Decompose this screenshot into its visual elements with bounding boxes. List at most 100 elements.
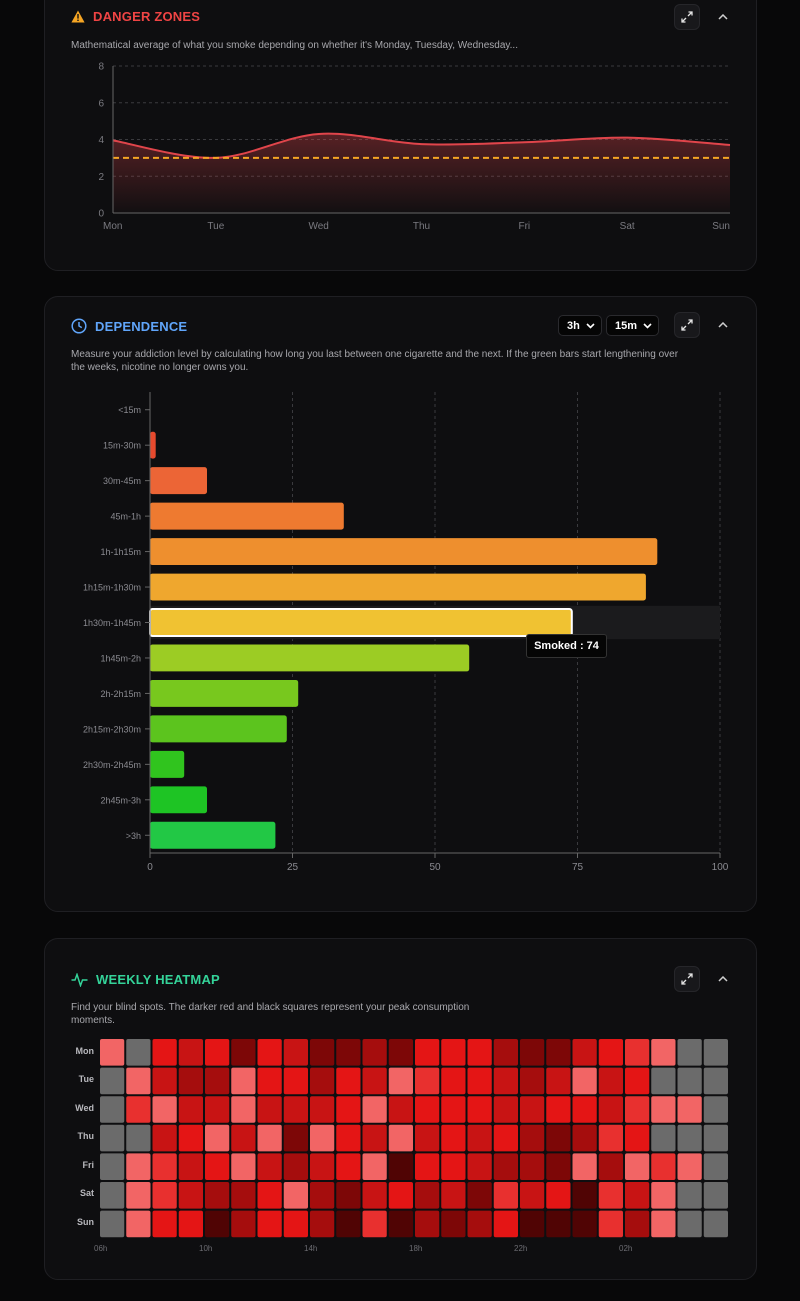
heatmap-cell bbox=[441, 1153, 466, 1180]
heatmap-cell bbox=[546, 1096, 571, 1123]
heatmap-cell bbox=[283, 1039, 308, 1066]
heatmap-cell bbox=[415, 1124, 440, 1152]
dependence-x-tick-label: 75 bbox=[572, 862, 584, 873]
danger-collapse-button[interactable] bbox=[713, 7, 733, 27]
heatmap-day-label: Sat bbox=[79, 1188, 94, 1198]
heatmap-cell bbox=[231, 1067, 256, 1095]
heatmap-collapse-button[interactable] bbox=[713, 969, 733, 989]
heatmap-cell bbox=[441, 1182, 466, 1209]
dependence-x-tick-label: 100 bbox=[712, 862, 729, 873]
heatmap-cell bbox=[598, 1039, 623, 1066]
danger-expand-button[interactable] bbox=[674, 4, 700, 30]
heatmap-cell bbox=[362, 1210, 387, 1238]
heatmap-cell bbox=[572, 1096, 597, 1123]
dependence-y-tick-label: <15m bbox=[118, 405, 141, 415]
danger-y-tick-label: 4 bbox=[98, 135, 104, 146]
heatmap-cell bbox=[493, 1124, 518, 1152]
heatmap-cell bbox=[205, 1096, 230, 1123]
heatmap-cell bbox=[520, 1153, 545, 1180]
heatmap-cell bbox=[625, 1039, 650, 1066]
danger-area-fill bbox=[113, 133, 730, 213]
heatmap-cell bbox=[283, 1153, 308, 1180]
dependence-bar bbox=[150, 750, 185, 778]
heatmap-cell bbox=[651, 1124, 676, 1152]
danger-zones-title: DANGER ZONES bbox=[93, 9, 201, 24]
dependence-bar bbox=[150, 679, 299, 707]
heatmap-cell bbox=[283, 1182, 308, 1209]
heatmap-expand-button[interactable] bbox=[674, 966, 700, 992]
heatmap-cell bbox=[625, 1124, 650, 1152]
heatmap-cell bbox=[257, 1096, 282, 1123]
heatmap-cell bbox=[415, 1039, 440, 1066]
heatmap-title: WEEKLY HEATMAP bbox=[96, 972, 220, 987]
heatmap-cell bbox=[336, 1153, 361, 1180]
heatmap-cell bbox=[520, 1124, 545, 1152]
heatmap-cell bbox=[310, 1039, 335, 1066]
dependence-header: DEPENDENCE bbox=[71, 318, 187, 334]
heatmap-cell bbox=[152, 1039, 177, 1066]
heatmap-cell bbox=[703, 1210, 728, 1238]
danger-x-tick-label: Wed bbox=[308, 221, 328, 232]
chevron-up-icon bbox=[718, 322, 728, 328]
heatmap-hour-label: 18h bbox=[409, 1244, 423, 1253]
heatmap-cell bbox=[441, 1039, 466, 1066]
heatmap-cell bbox=[388, 1210, 413, 1238]
heatmap-cell bbox=[362, 1039, 387, 1066]
heatmap-cell bbox=[178, 1210, 203, 1238]
heatmap-cell bbox=[100, 1153, 125, 1180]
dependence-chart: <15m 15m-30m 30m-45m 45m-1h 1h-1h15m 1h15m-1h… bbox=[83, 392, 729, 873]
interval-max-select[interactable]: 3h bbox=[558, 315, 602, 336]
heatmap-cell bbox=[493, 1067, 518, 1095]
dependence-expand-button[interactable] bbox=[674, 312, 700, 338]
heatmap-day-label: Mon bbox=[75, 1046, 95, 1056]
heatmap-hour-label: 22h bbox=[514, 1244, 528, 1253]
heatmap-cell bbox=[388, 1096, 413, 1123]
heatmap-cell bbox=[651, 1067, 676, 1095]
heatmap-cell bbox=[257, 1067, 282, 1095]
heatmap-cell bbox=[100, 1124, 125, 1152]
heatmap-cell bbox=[152, 1067, 177, 1095]
chevron-up-icon bbox=[718, 14, 728, 20]
heatmap-cell bbox=[283, 1210, 308, 1238]
heatmap-cell bbox=[362, 1153, 387, 1180]
heatmap-cell bbox=[178, 1039, 203, 1066]
heatmap-cell bbox=[178, 1096, 203, 1123]
dependence-bar bbox=[150, 786, 207, 814]
dependence-collapse-button[interactable] bbox=[713, 315, 733, 335]
dependence-bar bbox=[150, 502, 344, 530]
heatmap-cell bbox=[415, 1153, 440, 1180]
heatmap-cell bbox=[651, 1096, 676, 1123]
heatmap-cell bbox=[415, 1096, 440, 1123]
dependence-y-tick-label: 2h-2h15m bbox=[100, 689, 141, 699]
heatmap-cell bbox=[677, 1182, 702, 1209]
heatmap-cell bbox=[126, 1153, 151, 1180]
dependence-bar bbox=[150, 715, 287, 743]
heatmap-cell bbox=[205, 1039, 230, 1066]
heatmap-cell bbox=[441, 1096, 466, 1123]
danger-zones-chart: 0 2 4 6 8 Mon Tue Wed Thu Fri Sat Sun bbox=[98, 62, 731, 232]
dependence-bar bbox=[150, 821, 276, 849]
heatmap-cell bbox=[467, 1067, 492, 1095]
dependence-y-tick-label: 1h15m-1h30m bbox=[83, 583, 141, 593]
heatmap-cell bbox=[152, 1153, 177, 1180]
heatmap-cell bbox=[493, 1153, 518, 1180]
heatmap-cell bbox=[336, 1210, 361, 1238]
danger-zones-card: DANGER ZONES Mathematical average of wha… bbox=[44, 0, 757, 271]
dependence-title: DEPENDENCE bbox=[95, 318, 188, 334]
chevron-down-icon bbox=[643, 322, 652, 329]
heatmap-cell bbox=[677, 1153, 702, 1180]
dependence-x-tick-label: 50 bbox=[429, 862, 441, 873]
heatmap-cell bbox=[625, 1067, 650, 1095]
interval-step-select[interactable]: 15m bbox=[606, 315, 660, 336]
heatmap-cell bbox=[231, 1153, 256, 1180]
heatmap-day-label: Fri bbox=[82, 1160, 94, 1170]
danger-y-tick-label: 0 bbox=[98, 209, 104, 220]
heatmap-description-line2: moments. bbox=[71, 1015, 115, 1026]
heatmap-cell bbox=[100, 1182, 125, 1209]
heatmap-cell bbox=[703, 1067, 728, 1095]
heatmap-cell bbox=[677, 1096, 702, 1123]
heatmap-cell bbox=[467, 1210, 492, 1238]
heatmap-cell bbox=[257, 1210, 282, 1238]
heatmap-cell bbox=[126, 1124, 151, 1152]
heatmap-cell bbox=[310, 1182, 335, 1209]
